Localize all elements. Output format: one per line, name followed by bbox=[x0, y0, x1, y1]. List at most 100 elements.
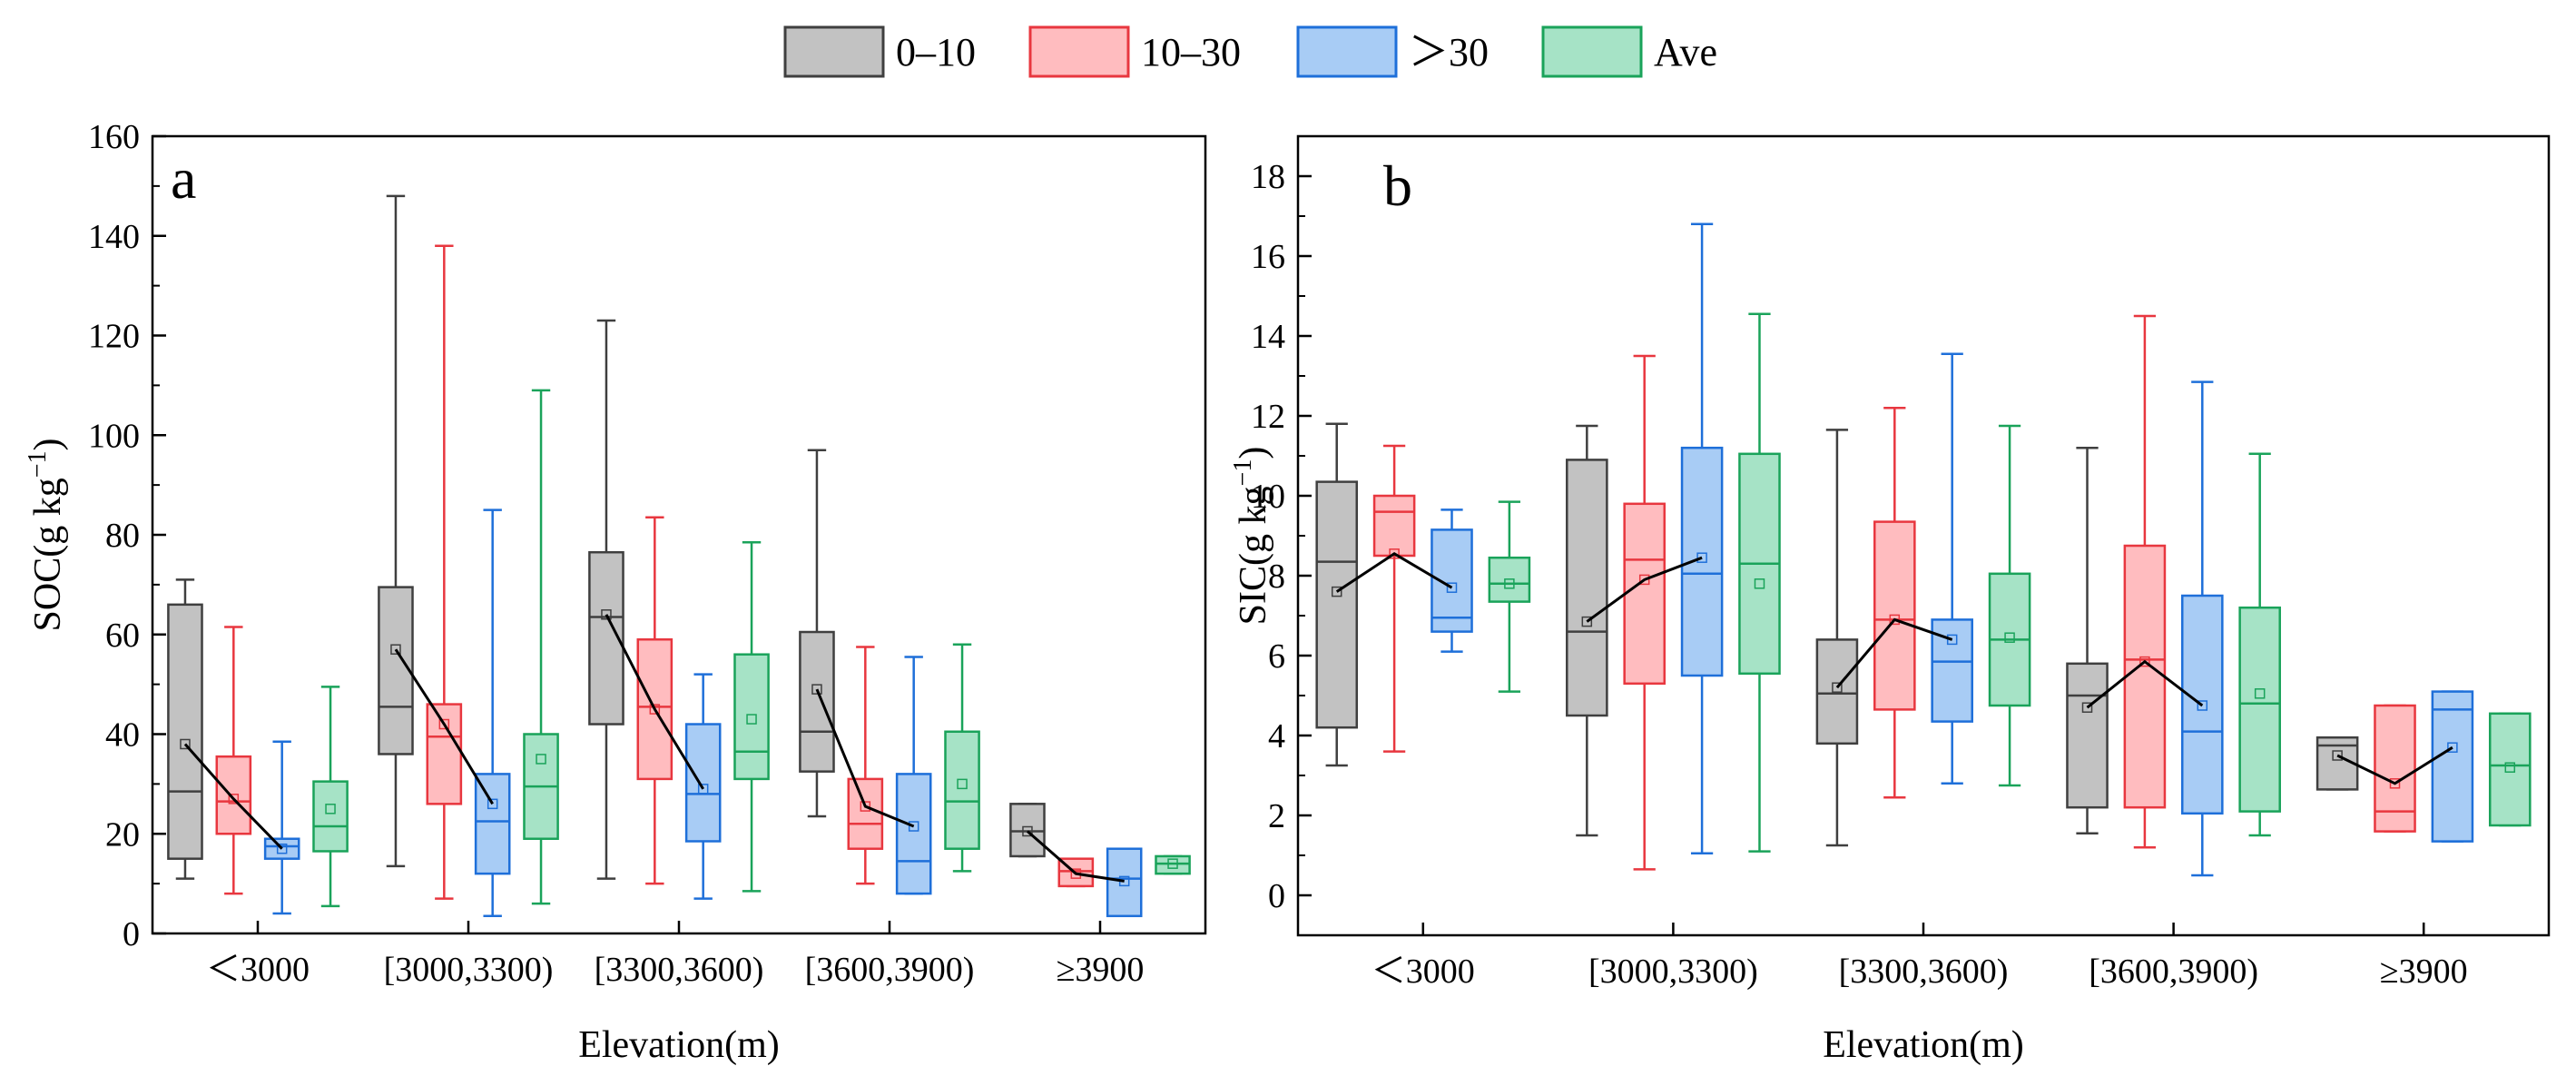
mean-marker bbox=[1889, 614, 1901, 626]
mean-marker bbox=[746, 714, 757, 725]
mean-marker bbox=[1022, 825, 1033, 837]
x-tick-label: [3000,3300) bbox=[384, 951, 554, 989]
box-2-3 bbox=[2180, 380, 2224, 877]
y-tick-label: 12 bbox=[1251, 398, 1285, 436]
y-tick-label: 14 bbox=[1251, 318, 1285, 356]
mean-marker bbox=[1581, 616, 1593, 627]
y-tick-label: 40 bbox=[105, 716, 140, 755]
box-0-3 bbox=[799, 449, 835, 818]
iqr-box bbox=[2431, 690, 2474, 843]
box-1-1 bbox=[1623, 354, 1667, 871]
y-axis-title-sup: −1 bbox=[1229, 459, 1257, 487]
mean-marker bbox=[1446, 582, 1458, 593]
x-tick-label: [3300,3600) bbox=[1839, 953, 2009, 991]
box-2-2 bbox=[1931, 352, 1973, 785]
panel-label: b bbox=[1383, 153, 1412, 218]
mean-marker bbox=[2332, 750, 2343, 761]
box-2-2 bbox=[684, 673, 722, 900]
legend-swatch-2 bbox=[1296, 25, 1398, 78]
box-2-4 bbox=[1106, 847, 1143, 918]
box-3-4 bbox=[1155, 854, 1191, 875]
mean-marker bbox=[1696, 552, 1707, 563]
mean-marker bbox=[1946, 634, 1958, 646]
mean-trend-line bbox=[605, 614, 704, 790]
box-0-1 bbox=[378, 194, 414, 868]
box-0-1 bbox=[1566, 424, 1608, 837]
box-2-3 bbox=[895, 656, 932, 895]
iqr-box bbox=[944, 730, 980, 850]
mean-trend-line bbox=[815, 688, 915, 828]
iqr-box bbox=[215, 755, 252, 835]
x-axis-title: Elevation(m) bbox=[1823, 1024, 2024, 1066]
box-0-2 bbox=[1815, 429, 1859, 847]
y-axis-title-sup: −1 bbox=[24, 451, 52, 479]
y-tick-label: 0 bbox=[123, 915, 140, 953]
iqr-box bbox=[167, 603, 203, 860]
mean-marker bbox=[1832, 682, 1843, 693]
iqr-box bbox=[847, 777, 884, 850]
mean-marker bbox=[325, 804, 336, 814]
iqr-box bbox=[1931, 618, 1973, 723]
mean-marker bbox=[180, 738, 191, 750]
mean-marker bbox=[487, 798, 498, 810]
iqr-box bbox=[733, 653, 770, 781]
mean-marker bbox=[1389, 548, 1400, 559]
iqr-box bbox=[2238, 606, 2281, 813]
mean-marker bbox=[2447, 742, 2458, 753]
iqr-box bbox=[1815, 638, 1859, 745]
box-1-3 bbox=[2123, 314, 2167, 849]
mean-marker bbox=[649, 704, 661, 715]
mean-marker bbox=[1638, 574, 1650, 586]
box-1-0 bbox=[215, 626, 252, 895]
panel-b: 0 2 4 6 8 10 12 14 16 18 ＜3000 [3000,3300) [3300,360… bbox=[1229, 134, 2551, 1066]
mean-marker bbox=[2254, 688, 2266, 699]
iqr-box bbox=[2066, 662, 2109, 809]
y-tick-label: 120 bbox=[88, 318, 140, 356]
x-tick-label: [3300,3600) bbox=[595, 951, 764, 989]
mean-trend-line bbox=[394, 648, 494, 805]
mean-marker bbox=[2389, 778, 2401, 789]
iqr-box bbox=[799, 630, 835, 773]
iqr-box bbox=[1372, 494, 1416, 558]
mean-marker bbox=[1167, 858, 1178, 869]
mean-trend-line bbox=[2086, 659, 2204, 709]
y-tick-label: 10 bbox=[1251, 478, 1285, 516]
legend-label-3: Ave bbox=[1654, 30, 1717, 74]
box-1-4 bbox=[2374, 704, 2416, 833]
y-tick-label: 20 bbox=[105, 815, 140, 854]
box-1-3 bbox=[847, 646, 884, 885]
x-tick-label: [3600,3900) bbox=[805, 951, 975, 989]
mean-marker bbox=[2139, 656, 2150, 667]
box-2-0 bbox=[263, 740, 300, 915]
mean-marker bbox=[2504, 762, 2516, 773]
mean-marker bbox=[2197, 700, 2208, 711]
y-axis-title: SOC(g kg−1) bbox=[24, 439, 69, 632]
mean-trend-line bbox=[1835, 617, 1953, 689]
y-tick-label: 100 bbox=[88, 417, 140, 455]
box-2-4 bbox=[2431, 690, 2474, 843]
legend-swatch-1 bbox=[1028, 25, 1130, 78]
legend-label-1: 10–30 bbox=[1141, 30, 1241, 74]
box-2-1 bbox=[1680, 222, 1724, 855]
box-3-0 bbox=[1488, 500, 1531, 693]
iqr-box bbox=[684, 723, 722, 843]
plot-frame bbox=[1296, 134, 2551, 937]
y-tick-label: 60 bbox=[105, 617, 140, 655]
x-tick-label: ≥3900 bbox=[2380, 953, 2468, 991]
iqr-box bbox=[2488, 712, 2532, 827]
box-3-3 bbox=[944, 643, 980, 873]
mean-trend-line bbox=[1335, 552, 1453, 593]
box-0-0 bbox=[1315, 422, 1359, 767]
mean-marker bbox=[1331, 586, 1342, 597]
y-tick-label: 6 bbox=[1268, 637, 1285, 676]
mean-marker bbox=[228, 794, 240, 805]
mean-marker bbox=[438, 718, 450, 730]
mean-marker bbox=[1504, 578, 1515, 589]
box-3-2 bbox=[733, 540, 770, 893]
mean-trend-line bbox=[183, 743, 283, 850]
iqr-box bbox=[1315, 480, 1359, 729]
iqr-box bbox=[895, 773, 932, 895]
iqr-box bbox=[1106, 847, 1143, 918]
y-tick-label: 16 bbox=[1251, 238, 1285, 276]
mean-marker bbox=[601, 609, 612, 620]
